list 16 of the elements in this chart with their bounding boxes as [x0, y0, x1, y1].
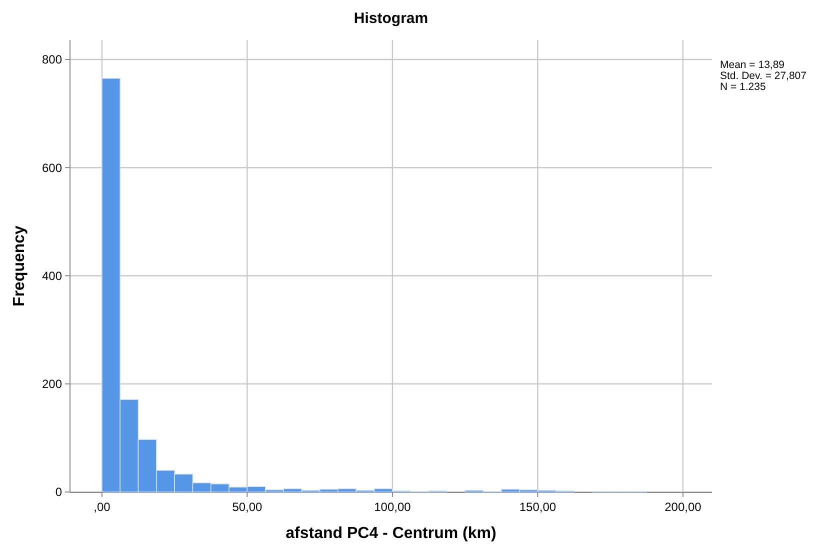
x-axis-title: afstand PC4 - Centrum (km) — [286, 525, 496, 542]
x-tick-label: ,00 — [94, 500, 111, 514]
y-tick-label: 600 — [42, 160, 62, 175]
y-tick-label: 200 — [42, 377, 62, 392]
y-tick-label: 400 — [42, 268, 62, 283]
x-tick-label: 50,00 — [232, 500, 263, 514]
text: Mean = 13,89 — [720, 59, 785, 71]
text: N = 1.235 — [720, 81, 766, 93]
chart-title: Histogram — [354, 10, 428, 27]
y-tick-label: 0 — [55, 485, 62, 500]
x-tick-label: 150,00 — [519, 500, 556, 514]
y-tick-label: 800 — [42, 52, 62, 67]
x-tick-label: 100,00 — [374, 500, 412, 514]
x-tick-label: 200,00 — [664, 500, 702, 514]
text: Std. Dev. = 27,807 — [720, 70, 807, 82]
y-axis-title: Frequency — [11, 225, 28, 306]
